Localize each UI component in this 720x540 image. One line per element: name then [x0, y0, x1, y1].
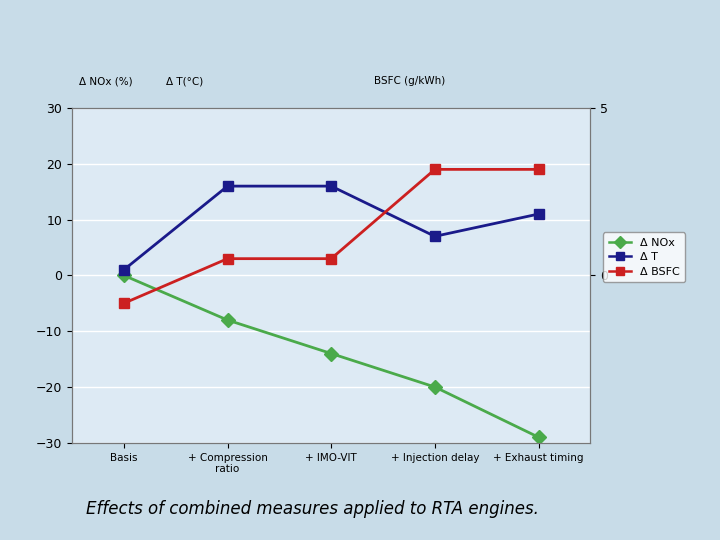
Text: Effects of combined measures applied to RTA engines.: Effects of combined measures applied to … — [86, 501, 539, 518]
Text: Δ NOx (%): Δ NOx (%) — [79, 76, 132, 86]
Legend: Δ NOx, Δ T, Δ BSFC: Δ NOx, Δ T, Δ BSFC — [603, 232, 685, 282]
Text: BSFC (g/kWh): BSFC (g/kWh) — [374, 76, 446, 86]
Text: Δ T(°C): Δ T(°C) — [166, 76, 203, 86]
